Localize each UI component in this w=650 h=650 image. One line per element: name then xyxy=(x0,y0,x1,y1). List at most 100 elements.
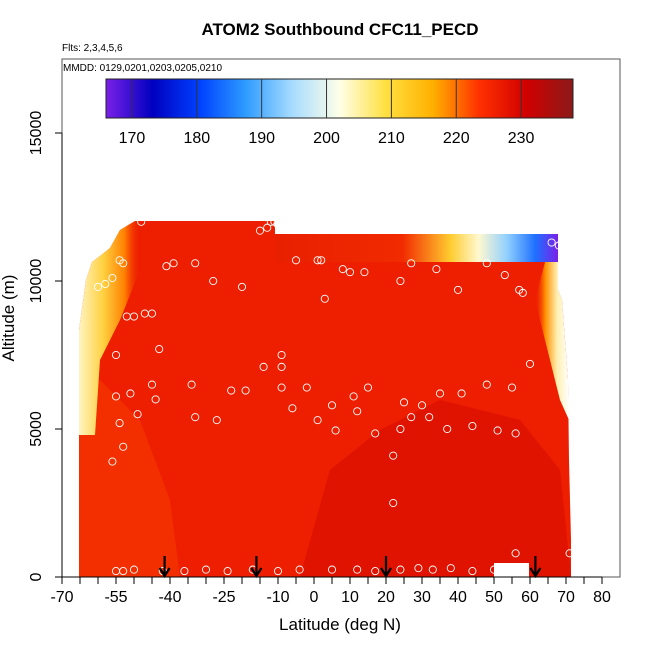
heatmap-field xyxy=(79,221,571,577)
flight-arrow-head xyxy=(158,567,171,579)
x-tick-label: -70 xyxy=(50,589,73,606)
sample-point xyxy=(525,359,535,368)
x-tick-label: 40 xyxy=(449,589,467,606)
x-tick-label: 60 xyxy=(521,589,539,606)
sample-point xyxy=(482,380,491,389)
field-dark-zone xyxy=(300,400,571,577)
sample-point xyxy=(241,386,250,395)
sample-point xyxy=(453,285,463,294)
sample-point xyxy=(147,211,157,220)
sample-point xyxy=(115,419,124,428)
sample-point xyxy=(259,362,268,371)
sample-point xyxy=(407,413,416,422)
sample-point xyxy=(507,383,517,392)
dates-label: MMDD: 0129,0201,0203,0205,0210 xyxy=(63,63,222,74)
sample-point xyxy=(363,383,373,392)
colorbar-tick-label: 180 xyxy=(183,130,210,147)
sample-point xyxy=(493,426,502,435)
field-top-band xyxy=(275,234,558,262)
sample-point xyxy=(389,498,398,508)
sample-point xyxy=(360,268,369,277)
sample-point xyxy=(111,350,121,360)
sample-point xyxy=(500,271,509,280)
sample-point xyxy=(338,265,347,274)
sample-point xyxy=(277,383,286,392)
sample-point xyxy=(191,413,200,422)
flight-arrows xyxy=(158,556,542,579)
sample-point xyxy=(547,238,556,247)
sample-point xyxy=(425,413,434,422)
sample-point xyxy=(565,377,574,386)
sample-point xyxy=(371,429,380,438)
sample-point xyxy=(457,389,466,398)
sample-point xyxy=(255,226,265,235)
sample-point xyxy=(313,416,322,425)
sample-point xyxy=(345,268,355,277)
sample-point xyxy=(227,386,236,395)
sample-point xyxy=(518,288,527,297)
sample-point xyxy=(353,407,362,416)
sample-point xyxy=(432,265,441,274)
sample-point xyxy=(443,424,452,434)
colorbar-tick-label: 170 xyxy=(119,130,146,147)
sample-point xyxy=(482,259,491,268)
sample-point xyxy=(327,401,337,410)
x-tick-label: -10 xyxy=(266,589,289,606)
flight-arrow-head xyxy=(250,567,263,579)
x-tick-label: 70 xyxy=(557,589,575,606)
colorbar: 170 180 190 200 210 220 230 xyxy=(105,78,574,147)
sample-point xyxy=(263,223,272,232)
sample-point xyxy=(511,549,520,558)
colorbar-tick-label: 190 xyxy=(248,130,275,147)
sample-point xyxy=(119,259,128,268)
sample-point xyxy=(399,398,409,407)
sample-point xyxy=(291,256,301,265)
sample-point xyxy=(428,565,437,574)
sample-point xyxy=(511,429,520,438)
sample-point xyxy=(302,383,311,392)
x-tick-label: 80 xyxy=(593,589,611,606)
sample-point xyxy=(313,256,322,265)
sample-point xyxy=(191,259,200,268)
colorbar-strip xyxy=(105,78,574,119)
x-tick-label: 10 xyxy=(341,589,359,606)
sample-point xyxy=(180,567,189,576)
sample-point xyxy=(288,404,297,413)
sample-point xyxy=(108,457,117,466)
sample-point xyxy=(237,282,247,291)
sample-point xyxy=(489,565,499,574)
x-axis-label: Latitude (deg N) xyxy=(279,615,401,634)
sample-point xyxy=(187,380,196,389)
sample-point xyxy=(277,350,286,360)
sample-point xyxy=(137,217,146,226)
sample-point xyxy=(129,312,139,321)
y-axis-label: Altitude (m) xyxy=(0,275,18,362)
x-tick-label: 0 xyxy=(310,589,319,606)
sample-point xyxy=(295,565,304,574)
x-tick-label: 50 xyxy=(485,589,503,606)
x-tick-label: -25 xyxy=(212,589,235,606)
sample-point xyxy=(126,389,135,398)
y-tick-label: 0 xyxy=(28,572,45,581)
sample-point xyxy=(396,424,405,434)
sample-point xyxy=(201,565,211,574)
y-tick-label: 15000 xyxy=(28,111,45,156)
sample-point xyxy=(389,451,398,460)
sample-point xyxy=(155,345,164,354)
sample-point xyxy=(331,426,340,435)
sample-point xyxy=(327,565,337,574)
x-tick-label: -55 xyxy=(104,589,127,606)
sample-point xyxy=(223,567,232,576)
colorbar-tick-label: 220 xyxy=(443,130,470,147)
sample-point xyxy=(468,421,477,431)
sample-point xyxy=(209,276,218,286)
sample-point xyxy=(101,279,110,289)
sample-point xyxy=(147,380,157,389)
sample-point xyxy=(349,392,358,401)
sample-point xyxy=(353,565,362,574)
sample-point xyxy=(396,276,405,286)
chart-title: ATOM2 Southbound CFC11_PECD xyxy=(201,20,478,39)
sample-point xyxy=(93,282,103,291)
sample-point xyxy=(212,416,221,425)
